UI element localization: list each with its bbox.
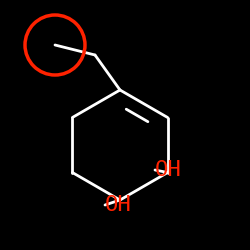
Text: OH: OH: [155, 160, 182, 180]
Text: OH: OH: [105, 195, 132, 215]
